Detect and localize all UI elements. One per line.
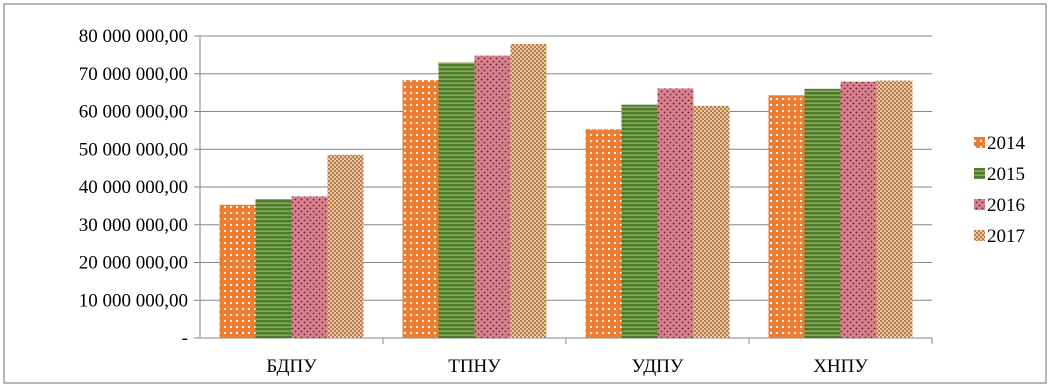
legend-label-2017: 2017	[987, 226, 1025, 247]
legend-swatch-2015	[974, 168, 985, 179]
y-tick-label: 30 000 000,00	[79, 215, 188, 236]
bar-2015-1	[255, 199, 292, 338]
legend-swatch-2014	[974, 137, 985, 148]
x-category-label: БДПУ	[266, 356, 317, 377]
x-category-label: ТПНУ	[448, 356, 501, 377]
y-tick-label: 60 000 000,00	[79, 102, 188, 123]
legend-label-2015: 2015	[987, 164, 1025, 185]
legend-label-2016: 2016	[987, 195, 1025, 216]
bar-2016-2	[474, 55, 511, 338]
x-category-labels: БДПУ ТПНУ УДПУ ХНПУ	[266, 356, 868, 377]
bar-2015-2	[438, 62, 475, 339]
bar-2017-3	[693, 105, 730, 339]
bar-2015-3	[621, 104, 658, 338]
bar-2017-4	[876, 80, 913, 339]
bar-2014-4	[768, 95, 805, 338]
y-tick-label: -	[182, 328, 188, 349]
bar-2014-1	[219, 204, 256, 338]
bars	[219, 43, 913, 339]
legend-swatch-2016	[974, 199, 985, 210]
y-tick-label: 80 000 000,00	[79, 26, 188, 47]
bar-2017-2	[510, 43, 547, 339]
bar-2016-1	[291, 196, 328, 338]
bar-2014-2	[402, 80, 439, 338]
bar-2016-3	[657, 88, 694, 338]
y-tick-label: 70 000 000,00	[79, 64, 188, 85]
bar-2014-3	[585, 129, 622, 338]
y-tick-labels: - 10 000 000,00 20 000 000,00 30 000 000,00…	[79, 26, 188, 349]
legend-label-2014: 2014	[987, 133, 1026, 154]
y-tick-label: 40 000 000,00	[79, 177, 188, 198]
y-tick-label: 10 000 000,00	[79, 290, 188, 311]
legend-swatch-2017	[974, 230, 985, 241]
x-category-label: УДПУ	[632, 356, 684, 377]
legend: 2014 2015 2016 2017	[974, 133, 1026, 247]
y-tick-label: 20 000 000,00	[79, 253, 188, 274]
bar-2017-1	[327, 154, 364, 338]
y-tick-label: 50 000 000,00	[79, 139, 188, 160]
bar-2016-4	[840, 81, 877, 339]
bar-2015-4	[804, 88, 841, 338]
x-category-label: ХНПУ	[813, 356, 868, 377]
